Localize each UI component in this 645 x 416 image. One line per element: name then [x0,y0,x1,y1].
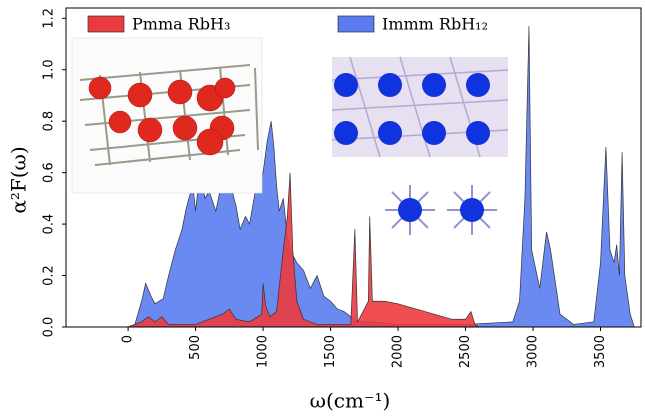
x-tick-label: 3000 [526,335,541,368]
x-tick-label: 500 [188,335,203,360]
y-tick-label: 1.0 [42,59,57,80]
x-axis-label: ω(cm⁻¹) [310,389,391,413]
legend-swatch [337,15,375,33]
y-tick-label: 1.2 [42,8,57,29]
x-tick-label: 0 [121,335,136,343]
legend-label: Pmma RbH₃ [132,15,230,34]
y-tick-label: 0.0 [42,317,57,338]
structure-inset-right [331,56,509,235]
legend-label: Immm RbH₁₂ [382,15,488,34]
y-tick-label: 0.4 [42,214,57,235]
x-tick-label: 1000 [256,335,271,368]
x-tick-label: 2500 [458,335,473,368]
legend-swatch [87,15,125,33]
x-tick-label: 3500 [593,335,608,368]
x-tick-label: 1500 [323,335,338,368]
y-tick-label: 0.6 [42,162,57,183]
structure-inset-left [71,37,263,194]
plot-frame [65,7,642,328]
x-tick-label: 2000 [391,335,406,368]
y-tick-label: 0.2 [42,265,57,286]
y-tick-label: 0.8 [42,111,57,132]
area [127,172,481,328]
y-axis-label: α²F(ω) [7,146,31,213]
